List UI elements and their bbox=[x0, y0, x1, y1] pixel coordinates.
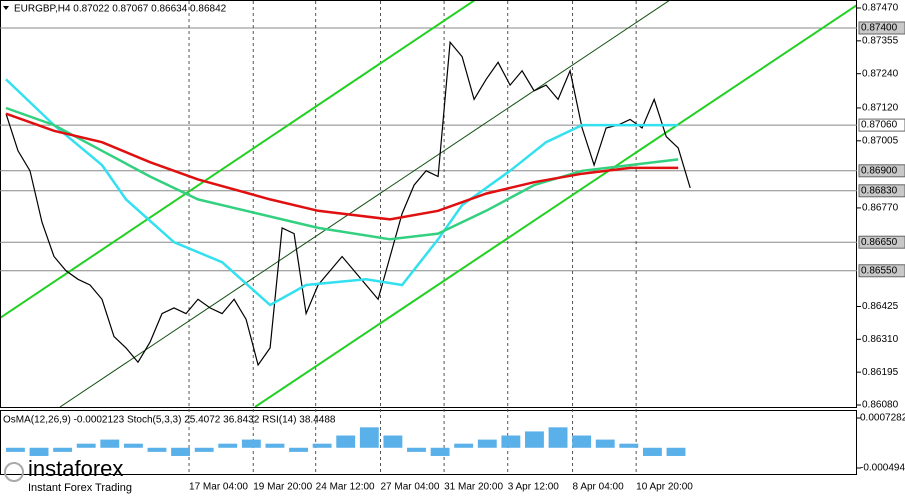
moving-average bbox=[5, 78, 679, 307]
osma-bar bbox=[548, 427, 568, 448]
osma-bar bbox=[123, 443, 143, 448]
level-label: 0.87060 bbox=[861, 120, 898, 131]
y-tick-label: 0.87355 bbox=[862, 35, 899, 46]
x-tick-label: 10 Apr 20:00 bbox=[636, 482, 693, 493]
osma-bar bbox=[29, 447, 49, 456]
level-label-box bbox=[858, 118, 905, 132]
osma-bar bbox=[218, 443, 238, 448]
y-tick-label: 0.87240 bbox=[862, 68, 899, 79]
level-label: 0.86900 bbox=[861, 165, 898, 176]
osma-bar bbox=[642, 447, 662, 456]
channel-lines bbox=[1, 1, 856, 407]
logo-text: instaforex bbox=[28, 456, 123, 481]
logo-icon bbox=[4, 462, 24, 482]
channel-line bbox=[254, 4, 856, 407]
level-label-box bbox=[858, 21, 905, 35]
osma-bar bbox=[572, 435, 592, 448]
indicator-tick-label: -0.0004945 bbox=[860, 463, 905, 474]
x-tick-label: 19 Mar 20:00 bbox=[253, 482, 312, 493]
level-label: 0.86830 bbox=[861, 185, 898, 196]
level-label: 0.86650 bbox=[861, 237, 898, 248]
y-tick-label: 0.86310 bbox=[862, 334, 899, 345]
osma-bar bbox=[359, 427, 379, 448]
level-label-box bbox=[858, 164, 905, 178]
level-label: 0.87400 bbox=[861, 23, 898, 34]
x-tick-label: 3 Apr 12:00 bbox=[508, 482, 560, 493]
y-tick-label: 0.86425 bbox=[862, 301, 899, 312]
osma-bar bbox=[454, 443, 474, 448]
osma-bar bbox=[525, 431, 544, 448]
x-tick-label: 27 Mar 04:00 bbox=[380, 482, 439, 493]
level-label-box bbox=[858, 264, 905, 278]
osma-bar bbox=[619, 443, 639, 448]
osma-bar bbox=[312, 443, 332, 448]
y-tick-label: 0.86080 bbox=[862, 400, 899, 411]
osma-bar bbox=[407, 447, 426, 452]
osma-bar bbox=[336, 435, 356, 448]
x-tick-label: 17 Mar 04:00 bbox=[189, 482, 248, 493]
osma-bar bbox=[595, 439, 615, 448]
osma-bar bbox=[194, 447, 214, 452]
osma-bar bbox=[666, 447, 686, 456]
y-tick-label: 0.86195 bbox=[862, 367, 899, 378]
x-tick-label: 24 Mar 12:00 bbox=[316, 482, 375, 493]
osma-bar bbox=[53, 447, 73, 452]
osma-bar bbox=[6, 447, 25, 452]
indicator-title: OsMA(12,26,9) -0.0002123 Stoch(5,3,3) 25… bbox=[3, 415, 336, 426]
dropdown-icon bbox=[3, 6, 9, 10]
logo-tagline: Instant Forex Trading bbox=[28, 482, 132, 494]
osma-bar bbox=[100, 439, 120, 448]
channel-line bbox=[59, 1, 670, 407]
osma-bar bbox=[289, 447, 308, 452]
osma-bar bbox=[383, 435, 403, 448]
y-tick-label: 0.87470 bbox=[862, 3, 899, 14]
level-label-box bbox=[858, 235, 905, 249]
osma-bar bbox=[265, 443, 285, 448]
logo: instaforex Instant Forex Trading bbox=[4, 456, 132, 494]
osma-bar bbox=[147, 447, 167, 452]
osma-bar bbox=[430, 447, 450, 456]
y-tick-label: 0.87005 bbox=[862, 135, 899, 146]
indicator-panel bbox=[0, 410, 857, 475]
osma-bar bbox=[501, 435, 521, 448]
indicator-tick-label: 0.0007282 bbox=[860, 413, 905, 424]
price-line bbox=[5, 40, 691, 367]
y-tick-label: 0.86770 bbox=[862, 203, 899, 214]
osma-bar bbox=[171, 447, 191, 456]
y-tick-label: 0.87120 bbox=[862, 103, 899, 114]
channel-line bbox=[1, 1, 476, 319]
osma-bar bbox=[241, 439, 261, 448]
osma-bar bbox=[477, 439, 497, 448]
moving-average bbox=[5, 106, 679, 241]
moving-average bbox=[5, 112, 679, 221]
osma-bar bbox=[76, 443, 96, 448]
level-label: 0.86550 bbox=[861, 265, 898, 276]
chart-title: EURGBP,H4 0.87022 0.87067 0.86634 0.8684… bbox=[14, 4, 227, 15]
x-tick-label: 31 Mar 20:00 bbox=[444, 482, 503, 493]
level-label-box bbox=[858, 184, 905, 198]
main-panel bbox=[0, 0, 857, 408]
x-tick-label: 8 Apr 04:00 bbox=[573, 482, 625, 493]
